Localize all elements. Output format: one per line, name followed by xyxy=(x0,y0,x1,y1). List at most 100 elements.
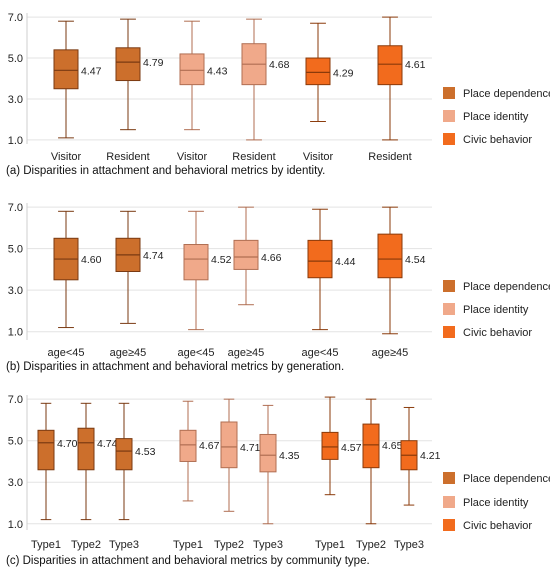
box-a-1-0: 4.43 xyxy=(179,20,228,131)
mean-label: 4.67 xyxy=(199,440,220,452)
y-tick-label: 5.0 xyxy=(8,436,23,448)
y-tick-label: 1.0 xyxy=(8,135,23,147)
panel-caption: (a) Disparities in attachment and behavi… xyxy=(6,165,325,177)
x-tick-label: Visitor xyxy=(177,151,208,163)
legend-label: Place dependence xyxy=(463,88,550,100)
x-tick-label: age<45 xyxy=(47,347,84,359)
legend-label: Place identity xyxy=(463,497,529,509)
x-tick-label: Resident xyxy=(106,151,149,163)
iqr-box xyxy=(115,438,133,471)
x-tick-label: age≥45 xyxy=(110,347,147,359)
mean-label: 4.61 xyxy=(405,59,426,71)
y-tick-label: 1.0 xyxy=(8,327,23,339)
y-tick-label: 3.0 xyxy=(8,94,23,106)
panel-caption: (c) Disparities in attachment and behavi… xyxy=(6,555,370,567)
iqr-box xyxy=(305,57,331,86)
iqr-box xyxy=(53,49,79,90)
panel-caption: (b) Disparities in attachment and behavi… xyxy=(6,361,344,373)
y-tick-label: 7.0 xyxy=(8,394,23,406)
box-b-1-1: 4.66 xyxy=(233,206,282,306)
mean-label: 4.79 xyxy=(143,57,164,69)
y-tick-label: 5.0 xyxy=(8,244,23,256)
box-a-0-0: 4.47 xyxy=(53,20,102,139)
box-b-2-1: 4.54 xyxy=(377,206,426,335)
box-c-2-1: 4.65 xyxy=(362,398,403,525)
panel-a: 1.0 3.0 5.0 7.0 4.47 Visitor 4.79 Resident 4.43 V… xyxy=(6,12,550,177)
mean-label: 4.53 xyxy=(135,446,156,458)
iqr-box xyxy=(220,421,238,469)
box-b-1-0: 4.52 xyxy=(183,210,232,331)
mean-label: 4.66 xyxy=(261,252,282,264)
iqr-box xyxy=(307,239,333,279)
iqr-box xyxy=(377,233,403,279)
legend-label: Civic behavior xyxy=(463,134,532,146)
legend-swatch xyxy=(443,303,455,315)
legend-label: Place dependence xyxy=(463,281,550,293)
legend-label: Place identity xyxy=(463,111,529,123)
x-tick-label: Type2 xyxy=(356,539,386,551)
x-tick-label: Type3 xyxy=(109,539,139,551)
x-tick-label: Type3 xyxy=(394,539,424,551)
iqr-box xyxy=(179,429,197,462)
iqr-box xyxy=(179,53,205,86)
y-tick-label: 3.0 xyxy=(8,477,23,489)
box-b-0-1: 4.74 xyxy=(115,210,164,324)
legend-swatch xyxy=(443,519,455,531)
legend-swatch xyxy=(443,87,455,99)
mean-label: 4.43 xyxy=(207,65,228,77)
x-tick-label: Type2 xyxy=(71,539,101,551)
mean-label: 4.60 xyxy=(81,254,102,266)
iqr-box xyxy=(77,427,95,471)
y-tick-label: 7.0 xyxy=(8,202,23,214)
mean-label: 4.21 xyxy=(420,450,441,462)
box-c-0-0: 4.70 xyxy=(37,402,78,521)
x-tick-label: Type1 xyxy=(31,539,61,551)
iqr-box xyxy=(37,429,55,471)
x-tick-label: Resident xyxy=(232,151,275,163)
mean-label: 4.52 xyxy=(211,254,232,266)
y-tick-label: 1.0 xyxy=(8,519,23,531)
box-a-2-1: 4.61 xyxy=(377,16,426,141)
box-c-2-0: 4.57 xyxy=(321,396,362,496)
iqr-box xyxy=(259,433,277,473)
legend-label: Place identity xyxy=(463,304,529,316)
y-tick-label: 3.0 xyxy=(8,285,23,297)
box-b-2-0: 4.44 xyxy=(307,208,356,331)
legend-label: Civic behavior xyxy=(463,327,532,339)
box-c-2-2: 4.21 xyxy=(400,406,441,506)
x-tick-label: age≥45 xyxy=(372,347,409,359)
legend-label: Civic behavior xyxy=(463,520,532,532)
box-c-1-2: 4.35 xyxy=(259,404,300,525)
iqr-box xyxy=(115,47,141,82)
mean-label: 4.54 xyxy=(405,254,426,266)
iqr-box xyxy=(321,431,339,460)
mean-label: 4.74 xyxy=(143,250,164,262)
x-tick-label: Type1 xyxy=(315,539,345,551)
mean-label: 4.68 xyxy=(269,59,290,71)
box-a-0-1: 4.79 xyxy=(115,18,164,131)
x-tick-label: Type3 xyxy=(253,539,283,551)
x-tick-label: Type1 xyxy=(173,539,203,551)
x-tick-label: age<45 xyxy=(301,347,338,359)
mean-label: 4.47 xyxy=(81,65,102,77)
x-tick-label: Visitor xyxy=(303,151,334,163)
box-a-1-1: 4.68 xyxy=(241,18,290,141)
box-c-1-0: 4.67 xyxy=(179,400,220,502)
box-a-2-0: 4.29 xyxy=(305,22,354,122)
iqr-box xyxy=(362,423,380,469)
mean-label: 4.44 xyxy=(335,256,356,268)
y-tick-label: 5.0 xyxy=(8,53,23,65)
legend-label: Place dependence xyxy=(463,473,550,485)
iqr-box xyxy=(377,45,403,86)
legend-swatch xyxy=(443,110,455,122)
x-tick-label: age≥45 xyxy=(228,347,265,359)
legend-swatch xyxy=(443,472,455,484)
iqr-box xyxy=(183,244,209,281)
legend-swatch xyxy=(443,326,455,338)
panel-b: 1.0 3.0 5.0 7.0 4.60 age<45 4.74 age≥45 4.52 age<… xyxy=(6,202,550,373)
mean-label: 4.71 xyxy=(240,442,261,454)
mean-label: 4.35 xyxy=(279,450,300,462)
panel-c: 1.0 3.0 5.0 7.0 4.70 Type1 4.74 Type2 4.53 Type3 4… xyxy=(6,394,550,567)
